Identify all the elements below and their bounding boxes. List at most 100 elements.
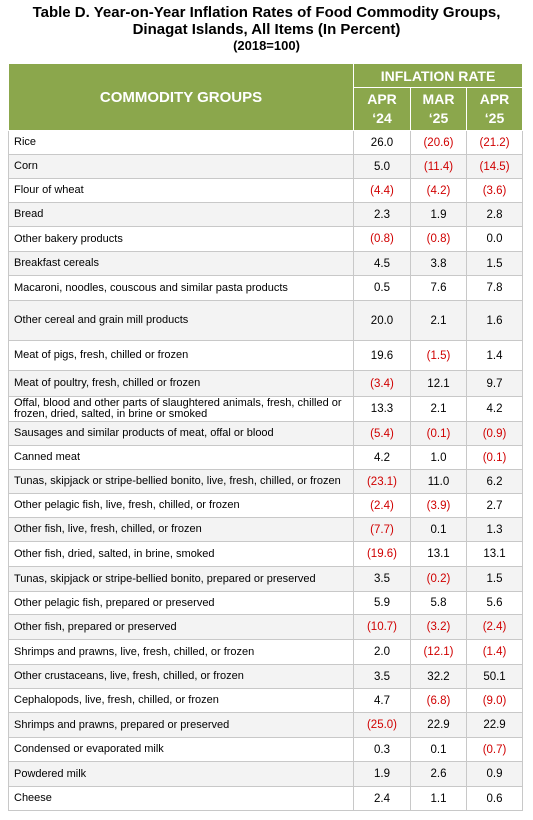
table-row: Other fish, dried, salted, in brine, smo… [8,541,524,567]
rate-value: 1.9 [410,202,467,227]
rate-value: 19.6 [353,340,411,371]
rate-value: (21.2) [465,130,524,155]
rate-value: (6.8) [410,688,467,713]
row-label-cell: Meat of pigs, fresh, chilled or frozen [8,340,354,371]
rate-value: 32.2 [410,664,467,689]
row-label-cell: Offal, blood and other parts of slaughte… [8,396,354,422]
title-block: Table D. Year-on-Year Inflation Rates of… [0,4,533,53]
rate-value: (0.9) [465,421,524,446]
rate-value: 11.0 [410,469,467,494]
rate-value: 4.2 [465,396,524,422]
rate-value: (25.0) [353,712,411,738]
rate-value: 0.5 [353,275,411,301]
group-header: COMMODITY GROUPS [8,63,354,131]
row-label-cell: Meat of poultry, fresh, chilled or froze… [8,370,354,397]
rate-value: 5.6 [465,591,524,615]
rate-value: 4.5 [353,251,411,276]
rate-value: 0.1 [410,517,467,542]
table-row: Meat of poultry, fresh, chilled or froze… [8,370,524,397]
title-line: Dinagat Islands, All Items (In Percent) [132,21,401,38]
row-label: Other fish, prepared or preserved [14,621,177,633]
rate-value: 1.9 [353,761,411,787]
column-header: MAR ‘25 [410,87,467,131]
table-row: Corn 5.0 (11.4) (14.5) [8,154,524,179]
row-label: Offal, blood and other parts of slaughte… [14,398,342,420]
rate-value: 0.1 [410,737,467,762]
rate-value: (10.7) [353,614,411,640]
row-label: Cephalopods, live, fresh, chilled, or fr… [14,695,219,706]
rate-value: 1.0 [410,445,467,470]
rate-value: 0.9 [465,761,524,787]
rate-value: 3.5 [353,566,411,592]
table-row: Tunas, skipjack or stripe-bellied bonito… [8,566,524,592]
rate-value: 0.6 [465,786,524,811]
rate-value: (7.7) [353,517,411,542]
title-line: Table D. Year-on-Year Inflation Rates of… [32,4,501,21]
column-month: MAR [422,91,455,107]
column-year: ‘25 [484,110,505,126]
row-label: Tunas, skipjack or stripe-bellied bonito… [14,573,316,585]
table-row: Cheese 2.4 1.1 0.6 [8,786,524,811]
row-label: Other cereal and grain mill products [14,315,189,326]
row-label-cell: Other cereal and grain mill products [8,300,354,341]
rate-value: (0.8) [410,226,467,252]
rate-value: (5.4) [353,421,411,446]
row-label-cell: Cheese [8,786,354,811]
rate-value: 22.9 [465,712,524,738]
rate-value: 5.9 [353,591,411,615]
row-label: Flour of wheat [14,185,84,196]
row-label-cell: Breakfast cereals [8,251,354,276]
row-label: Other bakery products [14,233,123,245]
row-label-cell: Macaroni, noodles, couscous and similar … [8,275,354,301]
table-row: Flour of wheat (4.4) (4.2) (3.6) [8,178,524,203]
row-label-cell: Other fish, live, fresh, chilled, or fro… [8,517,354,542]
row-label-cell: Other crustaceans, live, fresh, chilled,… [8,664,354,689]
row-label: Shrimps and prawns, prepared or preserve… [14,719,230,731]
row-label-cell: Other pelagic fish, prepared or preserve… [8,591,354,615]
rate-value: 3.8 [410,251,467,276]
row-label-cell: Bread [8,202,354,227]
rate-value: 13.3 [353,396,411,422]
rate-value: 2.1 [410,396,467,422]
rate-value: 1.4 [465,340,524,371]
row-label-cell: Shrimps and prawns, prepared or preserve… [8,712,354,738]
rate-value: (0.8) [353,226,411,252]
column-month: APR [367,91,397,107]
table-row: Shrimps and prawns, live, fresh, chilled… [8,639,524,665]
rate-value: 26.0 [353,130,411,155]
row-label: Meat of poultry, fresh, chilled or froze… [14,378,201,389]
rate-value: (2.4) [465,614,524,640]
rate-value: 2.7 [465,493,524,518]
row-label: Other fish, live, fresh, chilled, or fro… [14,524,202,535]
row-label: Cheese [14,793,52,804]
table-row: Meat of pigs, fresh, chilled or frozen 19… [8,340,524,371]
row-label-cell: Sausages and similar products of meat, o… [8,421,354,446]
rate-value: (3.9) [410,493,467,518]
row-label: Corn [14,161,38,172]
inflation-table: COMMODITY GROUPS INFLATION RATE APR ‘24 MA… [8,63,524,811]
table-row: Canned meat 4.2 1.0 (0.1) [8,445,524,470]
rate-value: (3.6) [465,178,524,203]
table-row: Other crustaceans, live, fresh, chilled,… [8,664,524,689]
row-label-cell: Canned meat [8,445,354,470]
column-header: APR ‘24 [353,87,411,131]
table-row: Other cereal and grain mill products 20.0… [8,300,524,341]
row-label-cell: Flour of wheat [8,178,354,203]
table-row: Other fish, live, fresh, chilled, or fro… [8,517,524,542]
rate-value: (4.4) [353,178,411,203]
rate-value: 13.1 [465,541,524,567]
row-label-cell: Tunas, skipjack or stripe-bellied bonito… [8,469,354,494]
table-row: Bread 2.3 1.9 2.8 [8,202,524,227]
rate-value: (0.2) [410,566,467,592]
row-label-cell: Other pelagic fish, live, fresh, chilled… [8,493,354,518]
rate-value: 1.3 [465,517,524,542]
rate-value: 22.9 [410,712,467,738]
rate-value: 9.7 [465,370,524,397]
rate-value: (0.1) [410,421,467,446]
column-year: ‘25 [428,110,449,126]
rate-value: (14.5) [465,154,524,179]
table-row: Shrimps and prawns, prepared or preserve… [8,712,524,738]
row-label: Powdered milk [14,768,87,780]
rate-value: (20.6) [410,130,467,155]
